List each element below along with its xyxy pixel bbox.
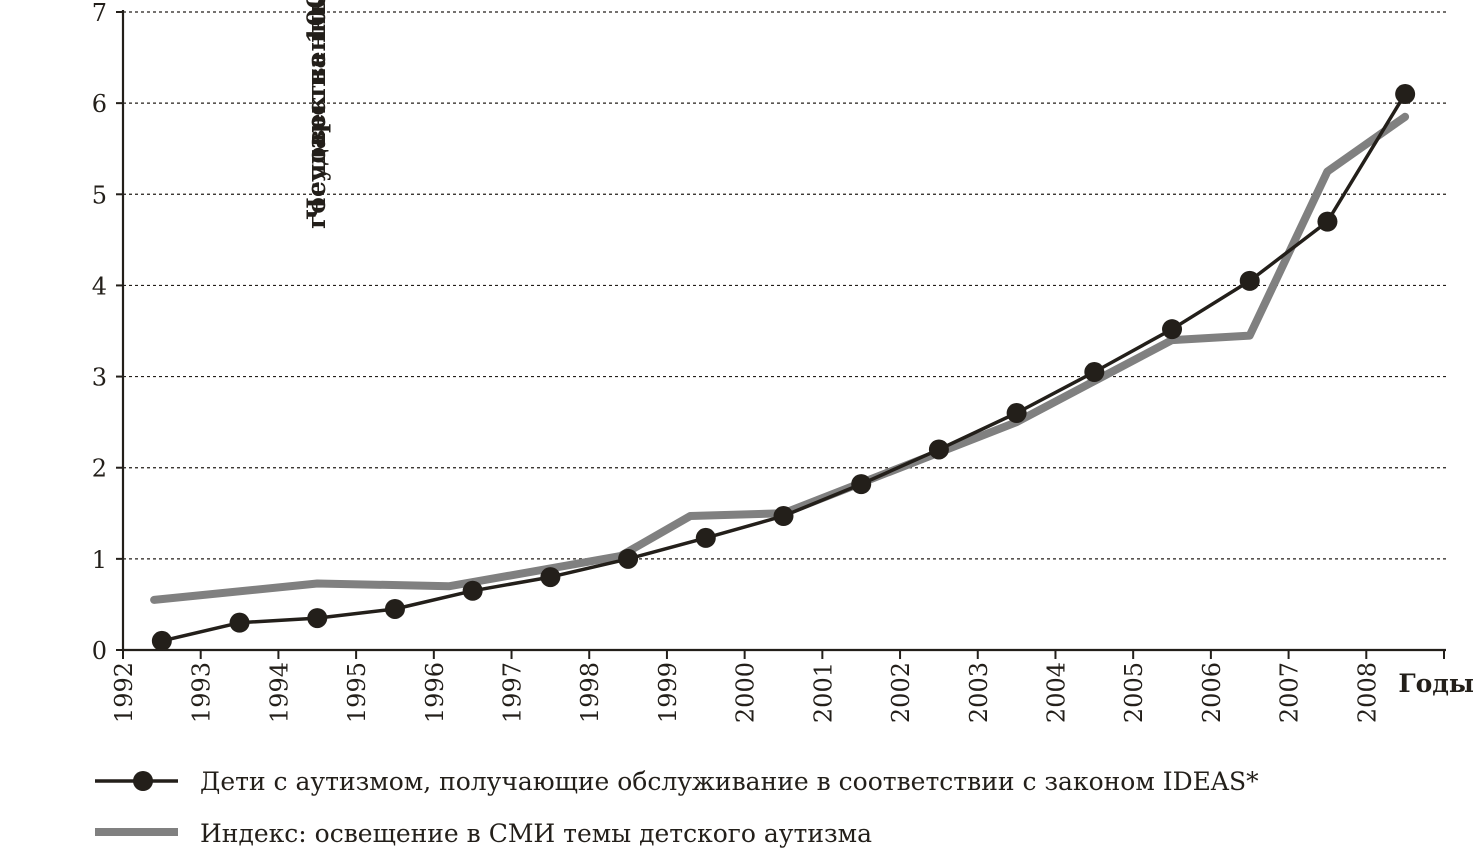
data-point-2002.5: [928, 439, 949, 460]
y-tick-label-6: 6: [92, 90, 107, 118]
legend-marker-autism-services: [133, 771, 153, 791]
data-point-1994.5: [307, 608, 328, 629]
data-point-2008.5: [1395, 84, 1416, 105]
legend-item-autism-services: Дети с аутизмом, получающие обслуживание…: [95, 767, 1259, 796]
x-tick-label-2003: 2003: [965, 662, 993, 723]
data-point-2000.5: [773, 506, 794, 527]
x-tick-label-2007: 2007: [1276, 662, 1304, 723]
y-tick-label-3: 3: [92, 364, 107, 392]
legend-item-media-index: Индекс: освещение в СМИ темы детского ау…: [95, 819, 872, 848]
x-tick-label-2000: 2000: [732, 662, 760, 723]
data-point-2003.5: [1006, 403, 1027, 424]
data-point-2004.5: [1084, 362, 1105, 383]
y-tick-labels: 0 1 2 3 4 5 6 7: [92, 0, 107, 665]
data-point-1998.5: [618, 548, 639, 569]
x-tick-label-2004: 2004: [1042, 662, 1070, 723]
x-tick-label-1993: 1993: [188, 662, 216, 723]
y-axis-title-line-1: Человек на 1000 учеников: [302, 0, 331, 220]
x-axis-title: Годы: [1398, 669, 1474, 698]
y-tick-label-0: 0: [92, 637, 107, 665]
x-tick-label-2001: 2001: [809, 662, 837, 723]
y-tick-label-1: 1: [92, 546, 107, 574]
y-tick-label-4: 4: [92, 272, 107, 300]
data-point-2006.5: [1239, 270, 1260, 291]
x-tick-label-1992: 1992: [110, 662, 138, 723]
x-tick-label-2002: 2002: [887, 662, 915, 723]
y-tick-label-7: 7: [92, 0, 107, 27]
series-markers: [151, 84, 1416, 651]
legend: Дети с аутизмом, получающие обслуживание…: [95, 767, 1259, 848]
y-tick-label-5: 5: [92, 181, 107, 209]
data-point-2005.5: [1162, 319, 1183, 340]
legend-label-autism-services: Дети с аутизмом, получающие обслуживание…: [200, 767, 1259, 796]
x-tick-label-2008: 2008: [1353, 662, 1381, 723]
x-tick-label-1997: 1997: [499, 662, 527, 723]
x-tick-label-2005: 2005: [1120, 662, 1148, 723]
x-tick-label-1994: 1994: [265, 662, 293, 723]
data-point-2001.5: [851, 474, 872, 495]
x-tick-label-1996: 1996: [421, 662, 449, 723]
data-point-1992.5: [151, 630, 172, 651]
x-tick-label-1999: 1999: [654, 662, 682, 723]
x-tick-label-1998: 1998: [576, 662, 604, 723]
axes: [116, 10, 1446, 659]
y-axis-title-line-2: государственных школ: [302, 0, 331, 229]
y-tick-label-2: 2: [92, 455, 107, 483]
data-point-1993.5: [229, 612, 250, 633]
data-point-1996.5: [462, 580, 483, 601]
x-tick-label-1995: 1995: [343, 662, 371, 723]
series-line-media-index: [150, 112, 1410, 604]
data-point-1997.5: [540, 567, 561, 588]
data-point-2007.5: [1317, 211, 1338, 232]
legend-label-media-index: Индекс: освещение в СМИ темы детского ау…: [200, 819, 872, 848]
data-point-1995.5: [384, 598, 405, 619]
x-tick-label-2006: 2006: [1198, 662, 1226, 723]
x-tick-labels: 1992 1993 1994 1995 1996 1997 1998 1999 2000 2001…: [110, 662, 1381, 723]
data-point-1999.5: [695, 527, 716, 548]
gridlines: [123, 11, 1446, 560]
